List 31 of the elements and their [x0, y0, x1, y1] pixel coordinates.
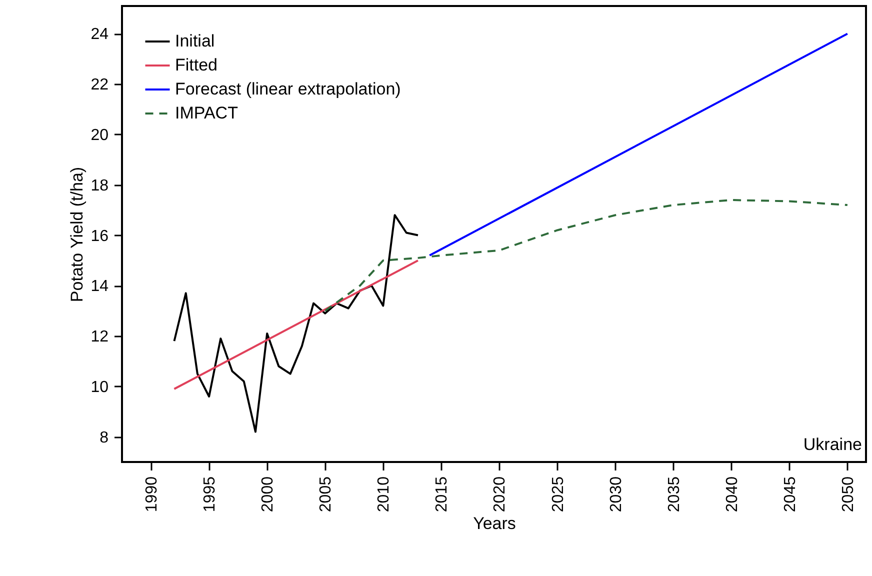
x-tick-label: 2020 — [492, 476, 509, 512]
x-tick-label: 2010 — [376, 476, 393, 512]
y-tick-label: 10 — [90, 378, 109, 396]
x-tick-label: 2000 — [260, 476, 277, 512]
x-tick-label: 1995 — [202, 476, 219, 512]
x-tick-label: 2030 — [608, 476, 625, 512]
x-tick-label: 2015 — [434, 476, 451, 512]
legend-label: IMPACT — [175, 104, 238, 122]
x-axis-title: Years — [473, 514, 516, 534]
y-tick-label: 8 — [100, 429, 109, 446]
y-tick-label: 14 — [90, 278, 109, 296]
y-tick-label: 16 — [90, 228, 109, 245]
x-tick-label: 2035 — [666, 476, 683, 512]
y-tick-label: 22 — [90, 76, 109, 94]
legend-label: Fitted — [175, 56, 218, 74]
y-tick-label: 18 — [90, 177, 109, 194]
line-series — [324, 198, 848, 312]
y-axis-title: Potato Yield (t/ha) — [68, 166, 87, 302]
x-tick-label: 2025 — [550, 476, 567, 512]
line-series — [173, 214, 419, 433]
x-tick-label: 2040 — [724, 476, 741, 512]
annotation: Ukraine — [803, 435, 862, 454]
x-tick-label: 2005 — [318, 476, 335, 512]
legend-label: Initial — [175, 32, 215, 50]
y-tick-label: 24 — [90, 26, 109, 44]
x-tick-label: 2045 — [782, 476, 799, 512]
y-tick-label: 20 — [90, 126, 109, 144]
legend-label: Forecast (linear extrapolation) — [175, 80, 401, 98]
x-tick-label: 1990 — [144, 476, 161, 512]
y-tick-label: 12 — [90, 328, 109, 346]
x-tick-label: 2050 — [840, 476, 857, 512]
